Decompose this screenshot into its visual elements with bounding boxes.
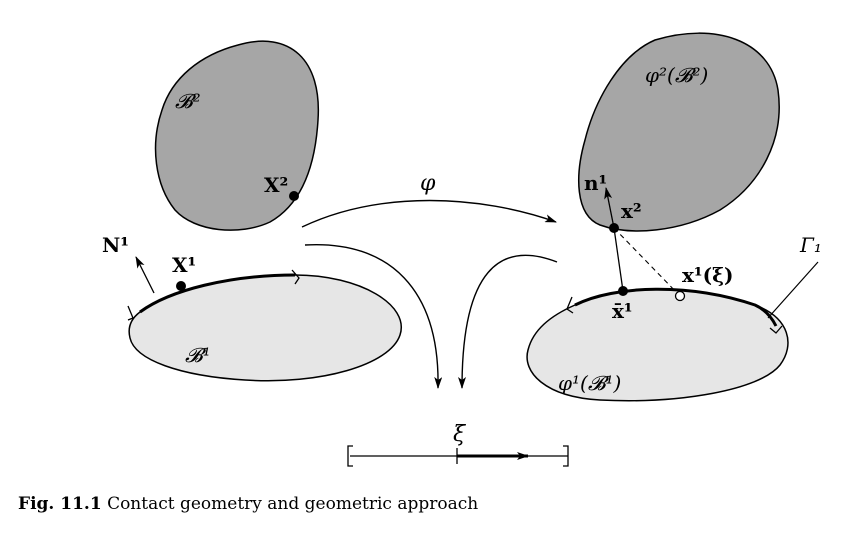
label-x1-xi: x¹(ξ) bbox=[682, 263, 733, 287]
normal-n1-current bbox=[604, 187, 615, 229]
label-x2: x² bbox=[621, 199, 642, 223]
label-b1: 𝓑¹ bbox=[185, 343, 211, 367]
label-n1: n¹ bbox=[584, 171, 607, 195]
point-x1-xi bbox=[674, 290, 686, 302]
bracket-right-b1 bbox=[291, 269, 300, 285]
param-axis-left-bracket bbox=[347, 445, 353, 467]
bracket-left-phi-b1 bbox=[566, 296, 574, 314]
label-xi: ξ bbox=[453, 422, 467, 447]
param-axis-right-bracket bbox=[563, 445, 569, 467]
caption-text: Contact geometry and geometric approach bbox=[107, 494, 479, 514]
label-X2: X² bbox=[264, 173, 288, 197]
gamma1-leader bbox=[767, 261, 819, 319]
body-b2-shape bbox=[154, 40, 320, 231]
mapping-arrow-phi bbox=[301, 199, 557, 228]
label-X1: X¹ bbox=[172, 253, 196, 277]
label-xbar1: x̄¹ bbox=[612, 299, 633, 323]
label-phi-mapping: φ bbox=[420, 171, 436, 196]
label-b2: 𝓑² bbox=[175, 89, 201, 113]
projection-dashed bbox=[613, 227, 681, 297]
contact-geometry-diagram: 𝓑² 𝓑¹ φ²(𝓑²) φ¹(𝓑¹) X² X¹ N¹ n¹ x² x̄¹ x… bbox=[102, 32, 822, 467]
point-xbar1 bbox=[618, 286, 628, 296]
contact-surface-b1 bbox=[139, 273, 296, 314]
param-arrow-left bbox=[304, 244, 443, 389]
caption-prefix: Fig. 11.1 bbox=[18, 494, 102, 514]
normal-n1-arrow bbox=[135, 256, 155, 294]
label-N1: N¹ bbox=[102, 233, 129, 257]
point-x2-current bbox=[609, 223, 619, 233]
point-x2-ref bbox=[289, 191, 299, 201]
bracket-left-b1 bbox=[127, 305, 134, 321]
param-arrow-right bbox=[458, 254, 558, 389]
point-x1 bbox=[176, 281, 186, 291]
bracket-right-phi-b1 bbox=[769, 325, 783, 334]
body-b1-shape bbox=[128, 274, 403, 382]
gap-vector bbox=[613, 227, 624, 292]
figure-caption: Fig. 11.1 Contact geometry and geometric… bbox=[18, 494, 478, 514]
label-phi-b1: φ¹(𝓑¹) bbox=[558, 371, 621, 395]
label-gamma1: Γ₁ bbox=[799, 233, 822, 257]
body-phi-b2-shape bbox=[578, 32, 780, 232]
label-phi-b2: φ²(𝓑²) bbox=[645, 63, 708, 87]
